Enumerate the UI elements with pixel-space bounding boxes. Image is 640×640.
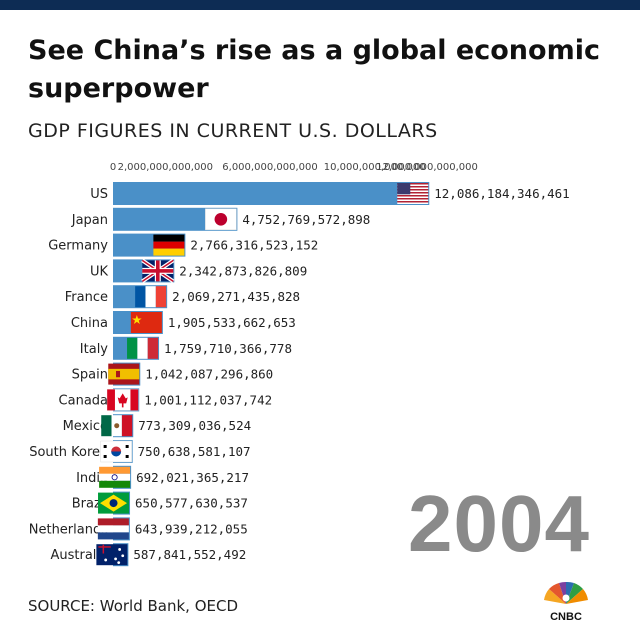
year-label: 2004 — [408, 479, 590, 568]
category-label-0: US — [90, 187, 108, 202]
india-flag-icon — [99, 466, 131, 488]
category-label-6: Italy — [80, 342, 109, 357]
value-label-7: 1,042,087,296,860 — [145, 367, 273, 382]
svg-text:CNBC: CNBC — [550, 611, 582, 623]
category-label-10: South Korea — [29, 445, 108, 460]
value-label-5: 1,905,533,662,653 — [168, 315, 296, 330]
value-label-4: 2,069,271,435,828 — [172, 289, 300, 304]
germany-flag-icon — [153, 234, 185, 256]
value-label-12: 650,577,630,537 — [135, 496, 248, 511]
uk-flag-icon — [141, 258, 175, 284]
category-label-3: UK — [90, 264, 109, 279]
value-label-0: 12,086,184,346,461 — [434, 186, 569, 201]
brazil-flag-icon — [98, 492, 130, 514]
value-label-10: 750,638,581,107 — [138, 444, 251, 459]
top-bar — [0, 0, 640, 10]
netherlands-flag-icon — [97, 518, 129, 540]
x-tick-label-4: 12,000,000,000,000 — [376, 162, 478, 173]
canada-flag-icon — [106, 389, 139, 411]
x-tick-label-0: 0 — [110, 162, 116, 173]
value-label-6: 1,759,710,366,778 — [164, 341, 292, 356]
chart-subtitle: GDP FIGURES IN CURRENT U.S. DOLLARS — [28, 120, 438, 142]
value-label-8: 1,001,112,037,742 — [144, 392, 272, 407]
mexico-flag-icon — [101, 415, 133, 437]
value-label-11: 692,021,365,217 — [136, 470, 249, 485]
category-label-8: Canada — [59, 393, 108, 408]
value-label-1: 4,752,769,572,898 — [242, 212, 370, 227]
category-label-2: Germany — [48, 239, 108, 254]
south-korea-flag-icon — [100, 440, 132, 463]
value-label-2: 2,766,316,523,152 — [190, 238, 318, 253]
italy-flag-icon — [127, 337, 159, 359]
category-label-13: Netherlands — [29, 522, 108, 537]
source-note: SOURCE: World Bank, OECD — [28, 597, 239, 615]
category-label-4: France — [65, 290, 108, 305]
category-label-1: Japan — [71, 213, 108, 228]
cnbc-logo-icon: CNBC — [544, 581, 588, 623]
australia-flag-icon — [96, 544, 128, 566]
value-label-9: 773,309,036,524 — [138, 418, 251, 433]
category-label-14: Australia — [50, 548, 108, 563]
category-label-7: Spain — [72, 368, 108, 383]
spain-flag-icon — [108, 363, 140, 385]
france-flag-icon — [135, 286, 167, 308]
value-label-13: 643,939,212,055 — [135, 521, 248, 536]
category-label-9: Mexico — [63, 419, 108, 434]
gdp-bar-chart: 0 2,000,000,000,000 6,000,000,000,000 10,00… — [29, 162, 570, 567]
bar-us — [113, 182, 430, 205]
x-tick-label-3: 10,000,000,000,000 — [324, 162, 426, 173]
china-flag-icon — [130, 312, 162, 333]
x-tick-label-1: 2,000,000,000,000 — [118, 162, 213, 173]
page-title: See China’s rise as a global economic su… — [28, 35, 600, 104]
value-label-3: 2,342,873,826,809 — [179, 263, 307, 278]
japan-flag-icon — [205, 208, 237, 231]
category-label-5: China — [71, 316, 108, 331]
us-flag-icon — [397, 183, 429, 204]
x-tick-label-2: 6,000,000,000,000 — [222, 162, 317, 173]
value-label-14: 587,841,552,492 — [133, 547, 246, 562]
